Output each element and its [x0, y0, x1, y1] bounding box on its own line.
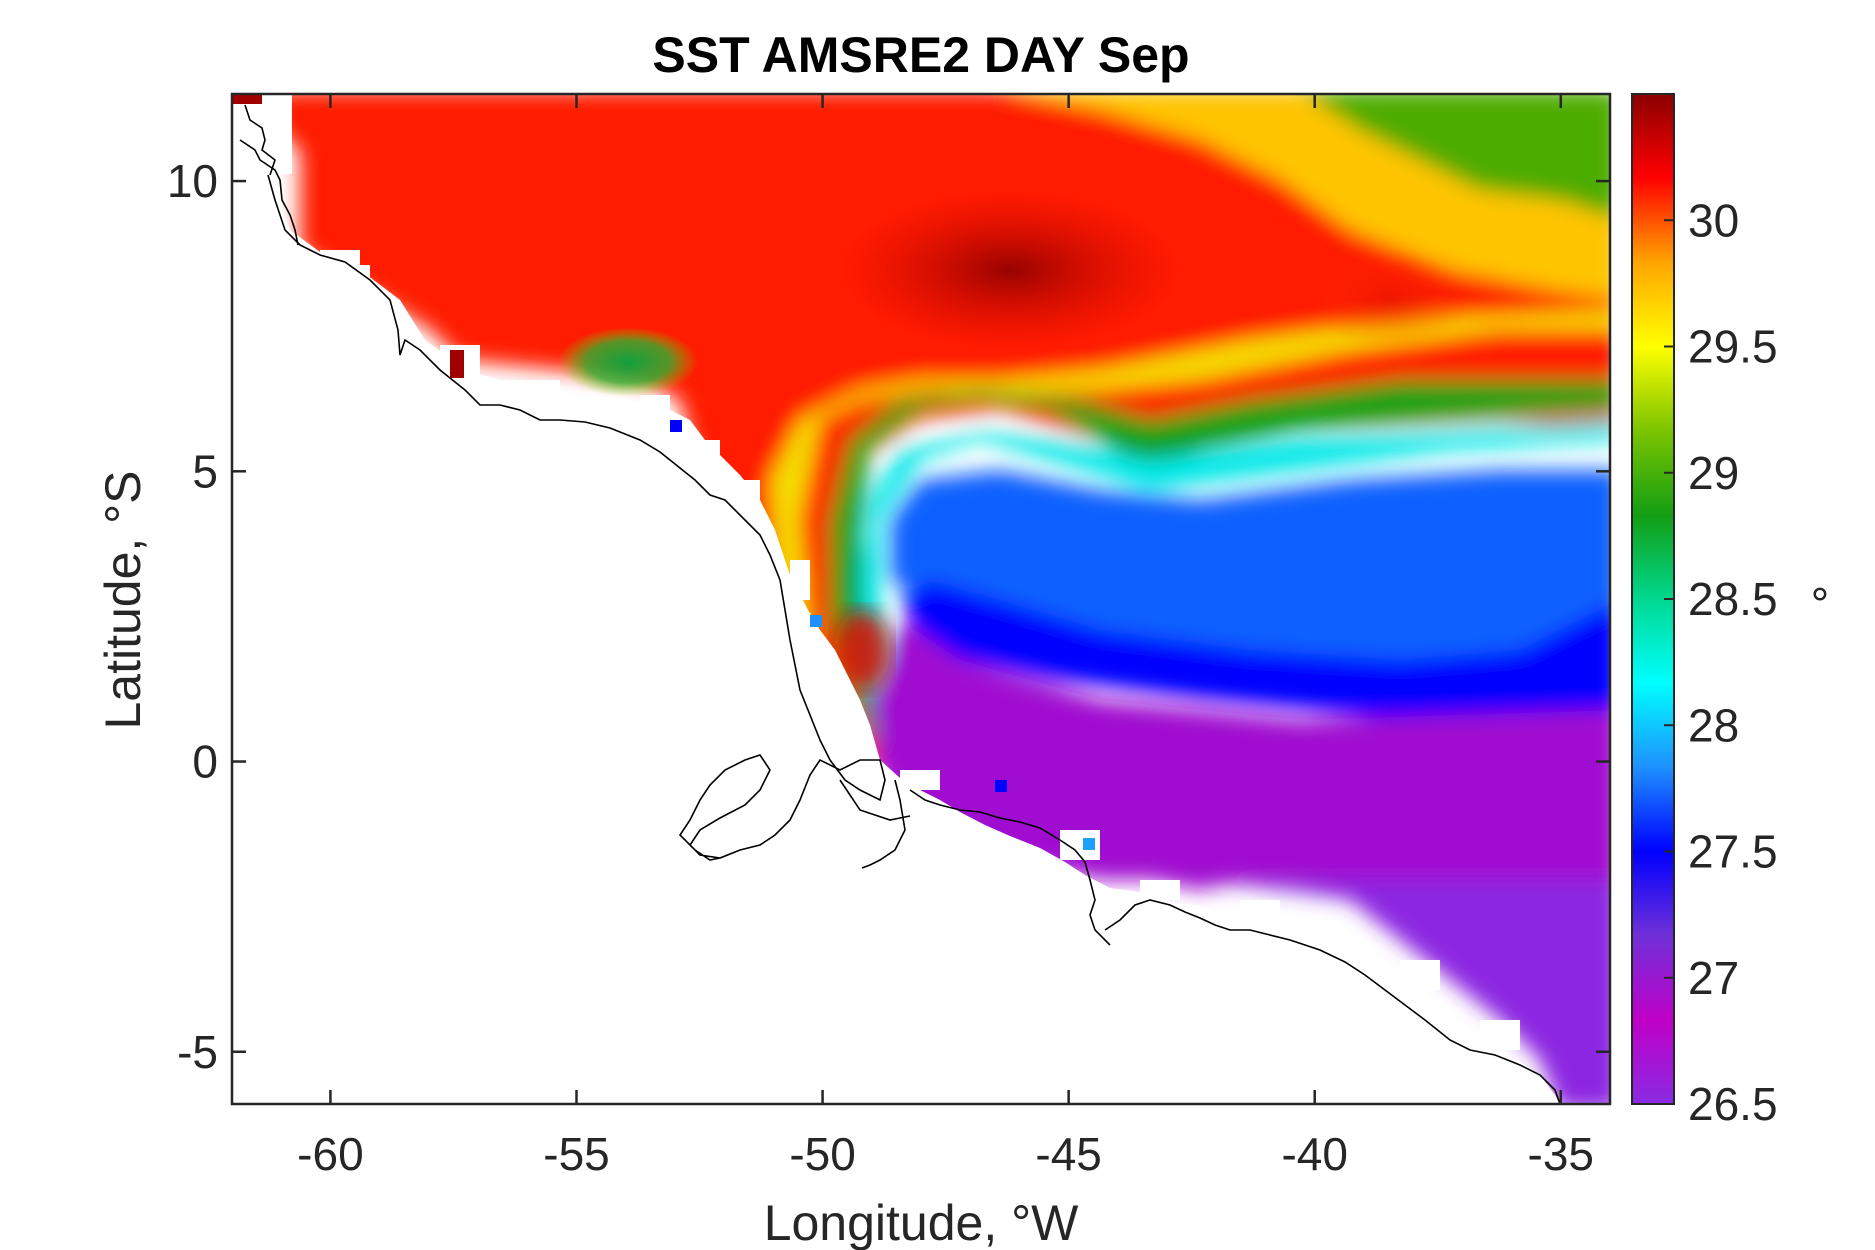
pixel-cyan: [1083, 838, 1095, 850]
y-tick-label: 10: [167, 155, 218, 207]
colorbar-tick-label: 29.5: [1688, 321, 1778, 373]
chart-title: SST AMSRE2 DAY Sep: [652, 27, 1189, 83]
y-axis: -5 0 5 10: [167, 155, 1610, 1078]
pixel-darkred: [450, 350, 464, 378]
colorbar-tick-label: 30: [1688, 194, 1739, 246]
x-tick-label: -50: [789, 1128, 855, 1180]
hot-east: [1310, 250, 1470, 350]
colorbar-ticks: 26.5 27 27.5 28 28.5 29 29.5 30: [1664, 194, 1778, 1130]
pixel-blue-3: [995, 780, 1007, 792]
green-ne: [1306, 94, 1610, 217]
coastline: [267, 174, 1561, 1104]
pixel-blue-2: [810, 615, 822, 627]
x-axis: -60 -55 -50 -45 -40 -35: [297, 94, 1594, 1180]
x-tick-label: -45: [1035, 1128, 1101, 1180]
colorbar-tick-label: 27: [1688, 952, 1739, 1004]
colorbar-tick-label: 29: [1688, 447, 1739, 499]
x-tick-label: -60: [297, 1128, 363, 1180]
y-axis-label: Latitude, °S: [95, 470, 151, 729]
x-tick-label: -40: [1281, 1128, 1347, 1180]
coastal-green-blob: [558, 327, 698, 397]
colorbar-tick-label: 28: [1688, 699, 1739, 751]
deep-blue-region: [900, 580, 1610, 720]
colorbar-tick-label: 28.5: [1688, 573, 1778, 625]
warm-water-region: [234, 94, 1610, 800]
y-tick-label: -5: [177, 1026, 218, 1078]
land-mask: [232, 94, 1560, 1104]
green-band: [830, 380, 1610, 770]
coastline-nw: [239, 104, 299, 246]
x-axis-label: Longitude, °W: [764, 1195, 1079, 1250]
colorbar-label: °: [1811, 578, 1829, 630]
x-tick-label: -35: [1528, 1128, 1594, 1180]
violet-south: [1200, 880, 1610, 1104]
colorbar-tick-label: 27.5: [1688, 826, 1778, 878]
colorbar-tick-label: 26.5: [1688, 1078, 1778, 1130]
coastal-red-blob: [834, 610, 890, 690]
y-tick-label: 0: [192, 736, 218, 788]
y-tick-label: 5: [192, 445, 218, 497]
x-tick-label: -55: [543, 1128, 609, 1180]
hot-core: [840, 190, 1180, 350]
plot-frame: [230, 92, 1612, 1106]
sst-heatmap: [232, 94, 1610, 1104]
pixel-blue-1: [670, 420, 682, 432]
purple-region: [870, 620, 1610, 1104]
pixel-darkred-nw: [232, 94, 262, 104]
